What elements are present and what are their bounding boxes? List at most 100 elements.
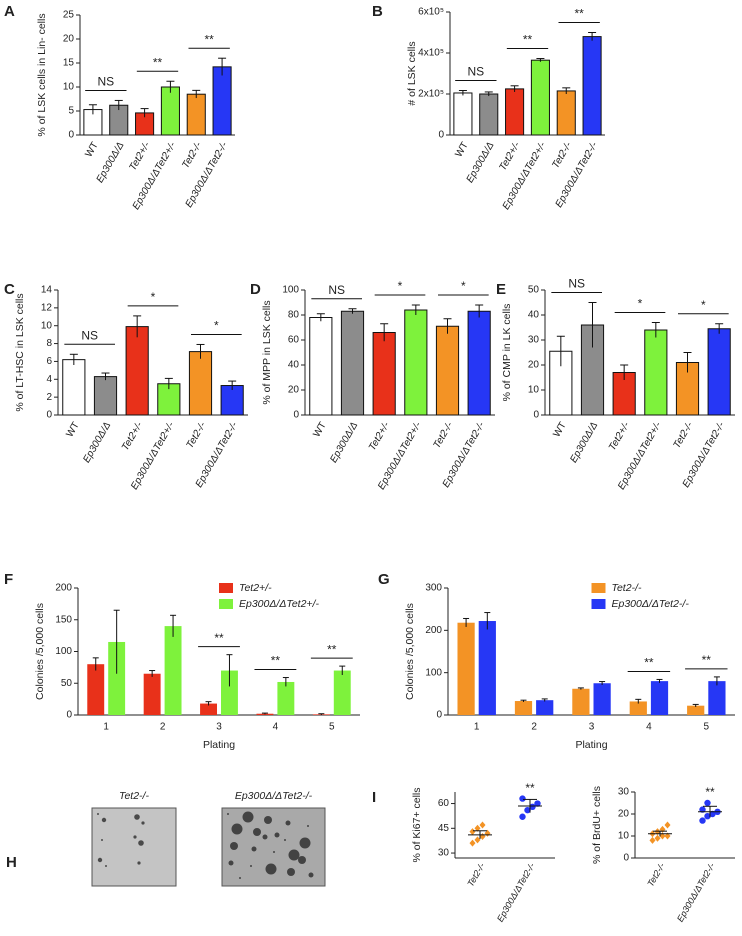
y-tick-label: 8	[46, 338, 52, 349]
x-tick-label: 3	[216, 722, 222, 733]
y-tick-label: 150	[55, 614, 72, 625]
legend-label: Ep300Δ/ΔTet2-/-	[612, 598, 690, 610]
x-tick-label: 4	[273, 722, 279, 733]
bar	[164, 626, 182, 715]
x-tick-label: Tet2+/-	[127, 140, 152, 173]
data-point	[699, 817, 706, 824]
significance-label: **	[327, 642, 337, 656]
data-point	[534, 800, 541, 807]
colony	[134, 814, 140, 820]
bar	[467, 310, 491, 416]
bar	[160, 86, 180, 136]
y-tick-label: 0	[68, 130, 74, 141]
x-tick-label: Ep300Δ/Δ	[568, 420, 600, 465]
colony	[288, 849, 300, 861]
y-tick-label: 30	[528, 335, 540, 346]
y-tick-label: 0	[46, 410, 52, 421]
y-axis-label: % of LT-HSC in LSK cells	[14, 293, 26, 411]
colony	[101, 839, 103, 841]
bar	[514, 701, 533, 715]
y-tick-label: 15	[63, 58, 75, 69]
data-point	[479, 821, 486, 829]
colony	[262, 834, 268, 840]
y-tick-label: 0	[436, 710, 442, 721]
y-tick-label: 40	[288, 360, 300, 371]
colony	[105, 865, 107, 867]
panel-letter: G	[378, 571, 390, 588]
colony-image	[91, 807, 177, 887]
y-tick-label: 100	[55, 646, 72, 657]
significance-label: **	[525, 781, 535, 795]
data-point	[469, 839, 476, 847]
bar	[340, 310, 365, 416]
x-tick-label: Ep300Δ/ΔTet2-/-	[675, 861, 717, 923]
y-tick-label: 20	[288, 385, 300, 396]
colony	[285, 820, 291, 826]
significance-label: **	[705, 785, 715, 799]
panel-letter: E	[496, 281, 506, 298]
significance-label: NS	[81, 328, 98, 342]
x-tick-label: Tet2-/-	[432, 420, 456, 451]
significance-label: **	[523, 33, 533, 47]
y-tick-label: 5	[68, 106, 74, 117]
colony	[264, 816, 272, 824]
y-tick-label: 0	[533, 410, 539, 421]
colony	[299, 837, 311, 849]
bar	[536, 700, 554, 715]
colony	[228, 860, 234, 866]
colony	[230, 842, 238, 850]
image-label: Tet2-/-	[119, 790, 149, 802]
significance-label: NS	[328, 283, 345, 297]
y-tick-label: 50	[61, 678, 73, 689]
bar	[687, 705, 705, 715]
y-axis-label: % of MPP in LSK cells	[261, 300, 273, 404]
x-tick-label: 2	[160, 722, 166, 733]
y-tick-label: 20	[618, 809, 630, 820]
colony	[253, 828, 261, 836]
significance-label: **	[271, 654, 281, 668]
y-tick-label: 300	[425, 583, 442, 594]
colony	[298, 856, 306, 864]
legend-swatch	[591, 583, 606, 593]
y-axis-label: % of Ki67+ cells	[411, 788, 423, 863]
bar	[435, 325, 460, 416]
y-tick-label: 200	[425, 625, 442, 636]
y-tick-label: 2	[46, 392, 52, 403]
bar	[62, 359, 86, 416]
bar	[200, 703, 217, 715]
colony	[265, 863, 277, 875]
y-axis-label: Colonies /5,000 cells	[34, 603, 46, 700]
y-tick-label: 30	[438, 848, 450, 859]
colony	[101, 817, 107, 823]
bar	[530, 59, 550, 136]
x-axis-label: Plating	[575, 739, 607, 751]
legend-swatch	[219, 599, 233, 609]
x-tick-label: WT	[311, 420, 328, 439]
colony	[227, 813, 229, 815]
colony	[307, 825, 309, 827]
y-tick-label: 10	[41, 320, 53, 331]
significance-label: **	[574, 7, 584, 21]
x-tick-label: 2	[531, 722, 537, 733]
bar	[212, 66, 232, 136]
y-tick-label: 50	[528, 285, 540, 296]
panel-letter: D	[250, 281, 261, 298]
data-point	[664, 821, 671, 829]
significance-label: *	[638, 297, 643, 311]
bar	[582, 36, 602, 136]
y-tick-label: 0	[66, 710, 72, 721]
colony	[97, 857, 103, 863]
data-point	[519, 795, 526, 802]
colony	[284, 839, 286, 841]
colony	[287, 868, 295, 876]
y-tick-label: 100	[425, 667, 442, 678]
y-tick-label: 25	[63, 10, 75, 21]
bar	[372, 332, 396, 416]
x-tick-label: 5	[329, 722, 335, 733]
significance-label: **	[204, 32, 214, 46]
significance-label: **	[153, 55, 163, 69]
y-tick-label: 6x10⁵	[418, 7, 444, 18]
significance-label: NS	[467, 65, 484, 79]
colony	[274, 832, 280, 838]
y-tick-label: 2x10⁵	[418, 89, 444, 100]
